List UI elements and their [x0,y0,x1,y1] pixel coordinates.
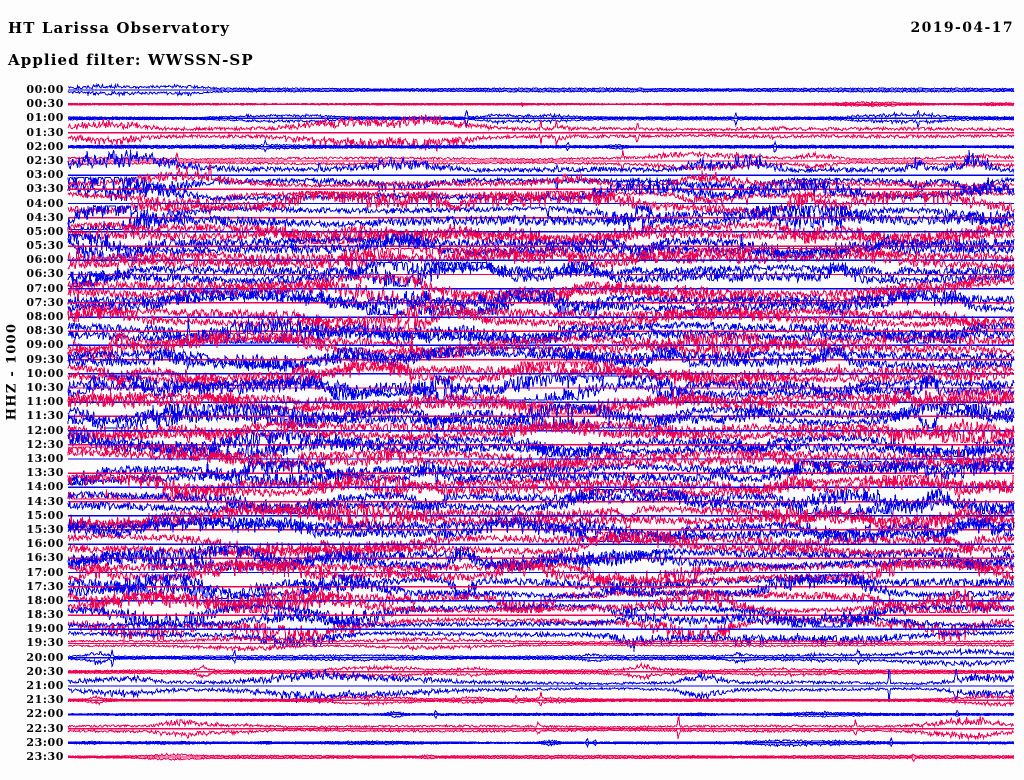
trace-row [67,276,1015,330]
trace-row [67,100,1015,108]
time-label: 18:00 [26,593,64,607]
time-label: 02:00 [26,139,64,153]
trace-row [67,114,1015,152]
applied-filter-label: Applied filter: WWSSN-SP [8,51,254,69]
time-label: 22:30 [26,721,64,735]
time-label: 02:30 [26,153,64,167]
trace-row [67,138,1015,153]
trace-row [67,558,1015,615]
time-label: 14:00 [26,480,64,494]
time-label: 13:30 [26,466,64,480]
time-label: 22:00 [26,707,64,721]
time-label: 20:30 [26,664,64,678]
trace-row [67,289,1015,346]
trace-row [67,647,1015,669]
time-label: 12:30 [26,437,64,451]
time-label: 19:00 [26,622,64,636]
time-label: 15:00 [26,508,64,522]
time-label: 00:30 [26,97,64,111]
time-label: 04:00 [26,196,64,210]
time-label: 11:00 [26,395,64,409]
time-label: 03:30 [26,182,64,196]
trace-row [67,691,1015,708]
time-label: 20:00 [26,650,64,664]
time-label: 01:00 [26,111,64,125]
time-label: 23:00 [26,735,64,749]
record-date: 2019-04-17 [910,20,1014,36]
time-label: 23:30 [26,750,64,763]
trace-row [68,709,1015,720]
time-label: 18:30 [26,608,64,622]
trace-row [67,667,1015,704]
trace-row [67,752,1015,763]
time-label: 17:00 [26,565,64,579]
time-label: 09:00 [26,338,64,352]
time-label: 16:30 [26,551,64,565]
time-label: 07:00 [26,281,64,295]
seismic-traces [67,82,1015,763]
trace-row [67,82,1015,98]
time-label: 06:30 [26,267,64,281]
time-label: 17:30 [26,579,64,593]
trace-row [67,607,1015,653]
trace-row [67,736,1015,748]
trace-area [0,82,1024,772]
time-label: 03:00 [26,168,64,182]
time-label: 11:30 [26,409,64,423]
page-title: HT Larissa Observatory [8,19,230,37]
time-label: 08:00 [26,310,64,324]
time-label: 01:30 [26,125,64,139]
time-label: 19:30 [26,636,64,650]
time-label: 13:00 [26,451,64,465]
time-label: 10:30 [26,381,64,395]
time-label: 12:00 [26,423,64,437]
time-label: 09:30 [26,352,64,366]
trace-row [67,661,1015,681]
time-label: 21:30 [26,693,64,707]
trace-row [67,634,1015,652]
trace-row [67,149,1015,201]
time-label: 00:00 [26,83,64,96]
time-label: 14:30 [26,494,64,508]
time-label: 15:30 [26,522,64,536]
time-label: 05:30 [26,239,64,253]
time-label: 08:30 [26,324,64,338]
time-label: 16:00 [26,537,64,551]
trace-row [67,715,1015,742]
time-label: 21:00 [26,679,64,693]
time-label: 04:30 [26,210,64,224]
time-label: 07:30 [26,295,64,309]
time-label: 06:00 [26,253,64,267]
time-label: 10:00 [26,366,64,380]
time-label: 05:00 [26,224,64,238]
trace-row [67,150,1015,172]
helicorder-plot: 00:00 00:30 01:00 01:30 02:00 02:30 03:00 03:30… [0,82,1024,772]
